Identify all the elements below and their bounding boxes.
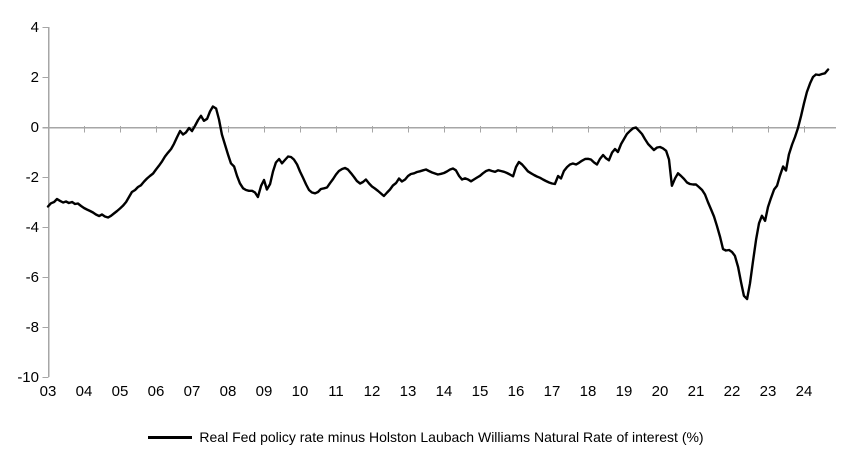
x-axis-label-11: 11: [328, 383, 344, 400]
x-axis-label-19: 19: [616, 383, 633, 400]
legend-line-swatch: [148, 435, 193, 439]
x-axis-label-22: 22: [724, 383, 741, 400]
x-axis-label-17: 17: [544, 383, 561, 400]
x-axis-label-05: 05: [112, 383, 129, 400]
x-axis-label-03: 03: [40, 383, 57, 400]
x-axis-label-16: 16: [508, 383, 525, 400]
x-axis-label-04: 04: [76, 383, 93, 400]
y-axis-label--2: -2: [26, 169, 39, 186]
y-axis-label-4: 4: [31, 19, 39, 36]
x-axis-label-18: 18: [580, 383, 597, 400]
y-axis-label--10: -10: [17, 369, 39, 386]
series-line-0: [46, 68, 830, 301]
y-axis-label--8: -8: [26, 319, 39, 336]
x-axis-label-15: 15: [472, 383, 489, 400]
y-axis-label--4: -4: [26, 219, 39, 236]
x-axis-label-06: 06: [148, 383, 165, 400]
x-axis-label-09: 09: [256, 383, 273, 400]
x-axis-label-08: 08: [220, 383, 237, 400]
y-axis-label-0: 0: [31, 119, 39, 136]
x-axis-label-23: 23: [760, 383, 777, 400]
y-axis-label--6: -6: [26, 269, 39, 286]
x-axis-label-13: 13: [400, 383, 417, 400]
chart-legend: Real Fed policy rate minus Holston Lauba…: [0, 429, 852, 445]
x-axis-label-12: 12: [364, 383, 381, 400]
y-axis-label-2: 2: [31, 69, 39, 86]
legend-label: Real Fed policy rate minus Holston Lauba…: [199, 429, 704, 445]
x-axis-label-20: 20: [652, 383, 669, 400]
x-axis-label-24: 24: [796, 383, 813, 400]
x-axis-label-14: 14: [436, 383, 453, 400]
x-axis-label-07: 07: [184, 383, 201, 400]
x-axis-label-21: 21: [688, 383, 705, 400]
x-axis-label-10: 10: [292, 383, 309, 400]
